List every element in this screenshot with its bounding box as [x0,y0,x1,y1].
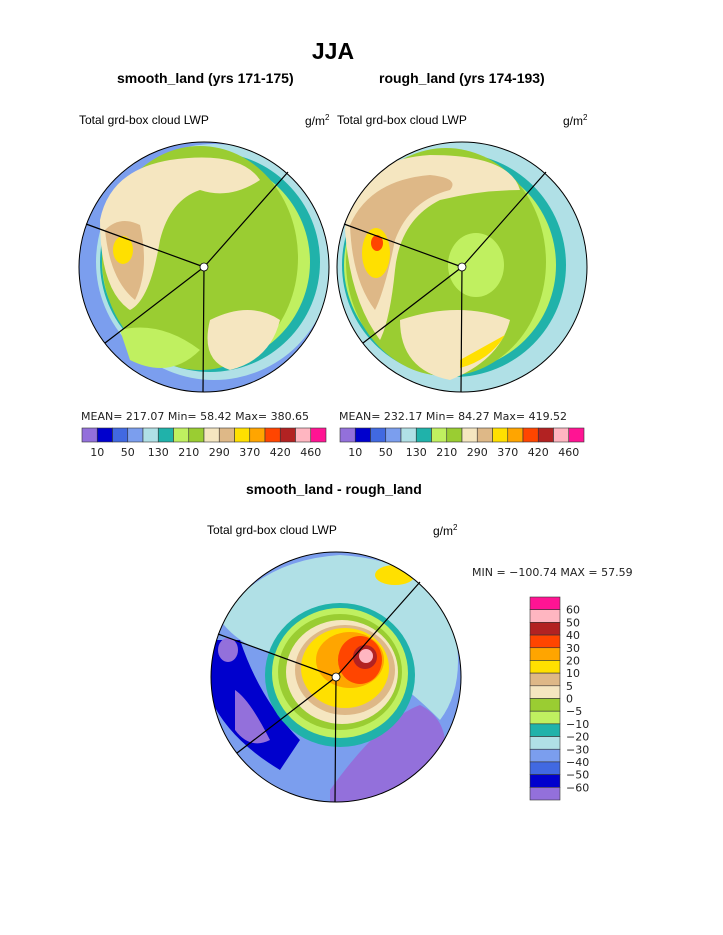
colorbar-box [529,748,561,763]
colorbar-tick-label: 130 [406,446,427,459]
colorbar-box [188,427,205,443]
colorbar-box [279,427,296,443]
colorbar-tick-label: 5 [566,680,573,693]
colorbar-rough: 10 50 130 210 290 370 420 460 [339,427,585,459]
panel-title-diff: smooth_land - rough_land [246,481,422,497]
colorbar-tick-label: 290 [467,446,488,459]
colorbar-box [461,427,478,443]
colorbar-box [529,774,561,788]
colorbar-tick-label: −30 [566,743,589,756]
colorbar-box [529,622,561,636]
stats-smooth: MEAN= 217.07 Min= 58.42 Max= 380.65 [81,410,310,423]
colorbar-tick-label: 10 [348,446,362,459]
colorbar-box [529,647,561,661]
colorbar-tick-label: 50 [121,446,135,459]
map-rough [337,142,587,392]
colorbar-box [234,427,251,443]
colorbar-tick-label: 50 [566,616,580,629]
colorbar-tick-label: 460 [300,446,321,459]
colorbar-tick-label: −10 [566,718,589,731]
colorbar-box [507,427,524,443]
colorbar-box [142,427,159,443]
colorbar-box [537,427,554,443]
colorbar-box [370,427,387,443]
colorbar-box [385,427,402,443]
colorbar-box [529,660,561,674]
colorbar-box [529,698,561,712]
colorbar-smooth: 10 50 130 210 290 370 420 460 [81,427,327,459]
colorbar-tick-label: 10 [90,446,104,459]
colorbar-tick-label: 460 [558,446,579,459]
colorbar-box [529,685,561,699]
field-label-rough: Total grd-box cloud LWP [337,113,467,127]
field-label-smooth: Total grd-box cloud LWP [79,113,209,127]
colorbar-box [529,634,561,649]
stats-rough: MEAN= 232.17 Min= 84.27 Max= 419.52 [339,410,568,423]
colorbar-tick-label: 130 [148,446,169,459]
colorbar-box [400,427,417,443]
colorbar-tick-label: 370 [239,446,260,459]
colorbar-tick-label: 30 [566,642,580,655]
colorbar-box [203,427,220,443]
colorbar-box [522,427,539,443]
colorbar-box [529,736,561,750]
figure-title: JJA [311,38,355,64]
colorbar-tick-label: 370 [497,446,518,459]
colorbar-tick-label: 420 [270,446,291,459]
colorbar-box [431,427,448,443]
colorbar-box [529,723,561,737]
map-smooth [79,142,329,392]
stats-diff: MIN = −100.74 MAX = 57.59 [472,566,633,579]
colorbar-tick-label: 210 [178,446,199,459]
colorbar-box [310,427,327,443]
colorbar-box [568,427,585,443]
panel-title-rough: rough_land (yrs 174-193) [379,70,545,86]
colorbar-tick-label: 20 [566,654,580,667]
colorbar-box [529,787,561,801]
colorbar-tick-label: −20 [566,731,589,744]
colorbar-tick-label: 50 [379,446,393,459]
colorbar-box [446,427,463,443]
colorbar-tick-label: −40 [566,756,589,769]
colorbar-box [218,427,235,443]
colorbar-tick-label: −5 [566,705,582,718]
colorbar-tick-label: 0 [566,693,573,706]
colorbar-tick-label: 290 [209,446,230,459]
colorbar-tick-label: 420 [528,446,549,459]
colorbar-box [264,427,281,443]
colorbar-box [96,427,113,443]
colorbar-box [415,427,432,443]
field-label-diff: Total grd-box cloud LWP [207,523,337,537]
colorbar-tick-label: −60 [566,781,589,794]
colorbar-tick-label: 60 [566,604,580,617]
colorbar-box [529,596,561,610]
colorbar-box [173,427,190,443]
colorbar-box [529,672,561,687]
units-rough: g/m2 [563,113,588,128]
colorbar-tick-label: 40 [566,629,580,642]
colorbar-box [339,427,356,443]
colorbar-box [529,609,561,623]
colorbar-box [81,427,98,443]
colorbar-tick-label: 210 [436,446,457,459]
colorbar-box [553,427,570,443]
colorbar-box [354,427,371,443]
colorbar-tick-label: −50 [566,769,589,782]
colorbar-box [476,427,493,443]
colorbar-box [157,427,174,443]
units-smooth: g/m2 [305,113,330,128]
colorbar-box [127,427,144,443]
colorbar-box [529,710,561,725]
colorbar-box [295,427,312,443]
units-diff: g/m2 [433,523,458,538]
colorbar-box [249,427,266,443]
colorbar-box [112,427,129,443]
colorbar-tick-label: 10 [566,667,580,680]
colorbar-box [492,427,509,443]
panel-title-smooth: smooth_land (yrs 171-175) [117,70,294,86]
colorbar-box [529,761,561,775]
